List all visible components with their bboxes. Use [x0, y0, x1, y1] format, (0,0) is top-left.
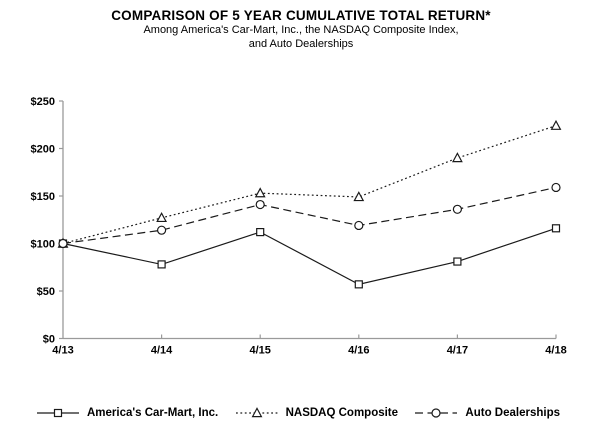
x-tick-label: 4/13: [52, 345, 73, 357]
legend-label: NASDAQ Composite: [285, 406, 399, 419]
series-circle: [58, 182, 561, 249]
x-tick-label: 4/17: [447, 345, 468, 357]
data-point-marker: [452, 204, 462, 214]
data-point-marker: [354, 220, 364, 231]
chart-subtitle-line2: and Auto Dealerships: [248, 37, 354, 50]
data-point-marker: [453, 257, 462, 266]
data-point-marker: [551, 182, 561, 193]
data-point-marker: [58, 238, 68, 249]
chart-header: COMPARISON OF 5 YEAR CUMULATIVE TOTAL RE…: [0, 0, 602, 66]
square-marker-icon: [37, 408, 79, 417]
data-point-marker: [157, 225, 167, 235]
plot-area: $0 $50 $100 $150 $200 $250 4/13 4/14 4/15 4/16 4/1…: [31, 96, 567, 357]
chart-title: COMPARISON OF 5 YEAR CUMULATIVE TOTAL RE…: [111, 8, 491, 23]
legend-marker-sample: [251, 406, 262, 417]
legend-item: America's Car-Mart, Inc.: [36, 407, 218, 419]
y-tick-label: $250: [31, 96, 55, 108]
data-point-marker: [551, 224, 561, 233]
x-tick-label: 4/15: [249, 345, 270, 357]
x-tick-label: 4/14: [151, 345, 173, 357]
series-line: [62, 227, 557, 285]
triangle-marker-icon: [235, 406, 278, 417]
y-tick-label: $0: [43, 334, 55, 346]
series-line: [62, 125, 557, 245]
data-point-marker: [156, 211, 168, 223]
data-point-marker: [550, 119, 562, 130]
series-line: [62, 186, 557, 245]
legend-marker-sample: [53, 408, 63, 417]
legend-label: America's Car-Mart, Inc.: [87, 406, 219, 419]
data-point-marker: [256, 228, 265, 237]
y-tick-label: $200: [31, 144, 55, 156]
data-point-marker: [255, 199, 265, 210]
data-point-marker: [254, 187, 266, 198]
x-tick-label: 4/18: [545, 345, 566, 357]
y-tick-label: $150: [31, 191, 55, 203]
circle-marker-icon: [415, 407, 458, 418]
legend-item: NASDAQ Composite: [235, 407, 398, 419]
y-tick-label: $50: [37, 286, 55, 298]
series-square: [58, 224, 561, 289]
y-tick-label: $100: [31, 239, 55, 251]
data-point-marker: [354, 280, 363, 289]
data-point-marker: [353, 191, 365, 202]
data-point-marker: [157, 260, 166, 269]
legend-marker-sample: [431, 407, 442, 418]
chart-subtitle-line1: Among America's Car-Mart, Inc., the NASD…: [143, 24, 459, 36]
series-triangle: [57, 119, 562, 248]
legend: America's Car-Mart, Inc. NASDAQ Composite…: [0, 400, 602, 425]
legend-label: Auto Dealerships: [465, 406, 560, 419]
legend-item: Auto Dealerships: [414, 407, 560, 419]
data-point-marker: [451, 152, 463, 163]
x-tick-label: 4/16: [348, 345, 369, 357]
